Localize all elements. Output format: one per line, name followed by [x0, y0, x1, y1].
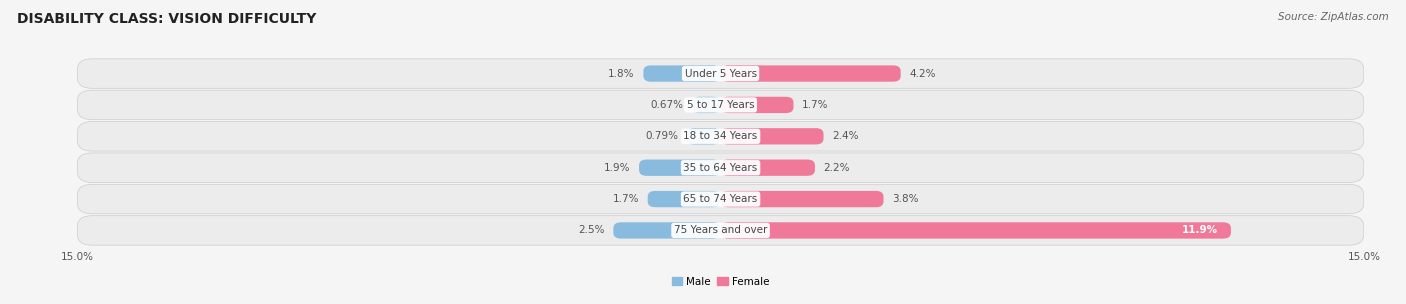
FancyBboxPatch shape — [644, 65, 721, 82]
FancyBboxPatch shape — [77, 184, 1364, 214]
Text: 1.8%: 1.8% — [609, 68, 636, 78]
Legend: Male, Female: Male, Female — [672, 277, 769, 287]
FancyBboxPatch shape — [692, 97, 721, 113]
Text: 18 to 34 Years: 18 to 34 Years — [683, 131, 758, 141]
Text: 1.9%: 1.9% — [605, 163, 630, 173]
Text: 11.9%: 11.9% — [1182, 226, 1218, 236]
Text: 3.8%: 3.8% — [893, 194, 918, 204]
FancyBboxPatch shape — [77, 153, 1364, 182]
Text: Source: ZipAtlas.com: Source: ZipAtlas.com — [1278, 12, 1389, 22]
Text: 0.79%: 0.79% — [645, 131, 678, 141]
FancyBboxPatch shape — [721, 160, 815, 176]
Text: 2.4%: 2.4% — [832, 131, 859, 141]
Text: 4.2%: 4.2% — [910, 68, 936, 78]
Text: 75 Years and over: 75 Years and over — [673, 226, 768, 236]
FancyBboxPatch shape — [721, 128, 824, 144]
FancyBboxPatch shape — [686, 128, 721, 144]
FancyBboxPatch shape — [77, 90, 1364, 120]
Text: 35 to 64 Years: 35 to 64 Years — [683, 163, 758, 173]
Text: 1.7%: 1.7% — [613, 194, 640, 204]
Text: 65 to 74 Years: 65 to 74 Years — [683, 194, 758, 204]
Text: Under 5 Years: Under 5 Years — [685, 68, 756, 78]
Text: 1.7%: 1.7% — [801, 100, 828, 110]
FancyBboxPatch shape — [648, 191, 721, 207]
FancyBboxPatch shape — [613, 222, 721, 239]
FancyBboxPatch shape — [721, 222, 1230, 239]
FancyBboxPatch shape — [77, 59, 1364, 88]
Text: 0.67%: 0.67% — [650, 100, 683, 110]
FancyBboxPatch shape — [721, 191, 883, 207]
Text: 5 to 17 Years: 5 to 17 Years — [686, 100, 755, 110]
Text: 2.5%: 2.5% — [578, 226, 605, 236]
FancyBboxPatch shape — [77, 122, 1364, 151]
FancyBboxPatch shape — [77, 216, 1364, 245]
FancyBboxPatch shape — [721, 65, 901, 82]
Text: DISABILITY CLASS: VISION DIFFICULTY: DISABILITY CLASS: VISION DIFFICULTY — [17, 12, 316, 26]
Text: 2.2%: 2.2% — [824, 163, 851, 173]
FancyBboxPatch shape — [721, 97, 793, 113]
FancyBboxPatch shape — [640, 160, 721, 176]
